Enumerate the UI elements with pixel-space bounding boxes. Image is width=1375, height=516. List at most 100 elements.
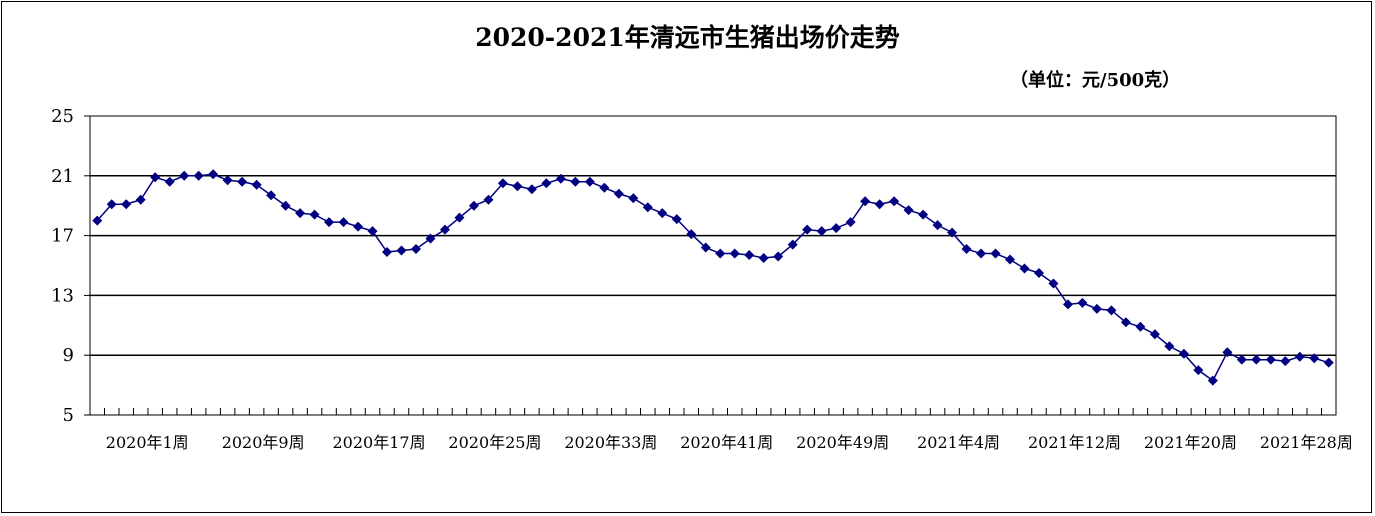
data-point: [802, 224, 813, 235]
data-point: [497, 178, 508, 189]
data-point: [947, 227, 958, 238]
data-point: [1280, 356, 1291, 367]
data-point: [425, 233, 436, 244]
x-tick-label: 2021年28周: [1260, 433, 1353, 452]
data-point: [845, 217, 856, 228]
data-point: [1048, 278, 1059, 289]
data-point: [570, 176, 581, 187]
data-point: [961, 244, 972, 255]
data-point: [686, 229, 697, 240]
chart-title: 2020-2021年清远市生猪出场价走势: [475, 23, 900, 52]
x-tick-label: 2020年25周: [448, 433, 541, 452]
data-point: [483, 194, 494, 205]
y-tick-label: 25: [51, 106, 74, 127]
data-point: [179, 170, 190, 181]
data-point: [584, 176, 595, 187]
x-tick-label: 2020年9周: [222, 433, 305, 452]
data-point: [1062, 299, 1073, 310]
data-point: [222, 175, 233, 186]
data-point: [295, 208, 306, 219]
data-point: [1149, 329, 1160, 340]
data-point: [628, 193, 639, 204]
data-point: [150, 172, 161, 183]
data-point: [237, 176, 248, 187]
data-point: [367, 226, 378, 237]
data-point: [874, 199, 885, 210]
x-tick-label: 2020年1周: [106, 433, 189, 452]
data-point: [439, 224, 450, 235]
data-point: [1091, 303, 1102, 314]
x-tick-label: 2020年17周: [333, 433, 426, 452]
data-point: [831, 223, 842, 234]
data-point: [353, 221, 364, 232]
data-point: [526, 184, 537, 195]
data-point: [541, 178, 552, 189]
data-point: [1323, 357, 1334, 368]
x-tick-label: 2021年20周: [1144, 433, 1237, 452]
data-point: [1135, 321, 1146, 332]
data-point: [816, 226, 827, 237]
data-point: [1120, 317, 1131, 328]
data-point: [1033, 267, 1044, 278]
data-point: [280, 200, 291, 211]
x-axis: 2020年1周 2020年9周 2020年17周 2020年25周 2020年33周 20…: [89, 408, 1353, 452]
data-point: [758, 253, 769, 264]
data-point: [1309, 353, 1320, 364]
data-point: [715, 248, 726, 259]
y-tick-label: 17: [51, 226, 74, 247]
y-tick-label: 13: [51, 285, 74, 306]
data-point: [1193, 365, 1204, 376]
data-point: [932, 220, 943, 231]
y-tick-label: 21: [51, 166, 74, 187]
data-point: [106, 199, 117, 210]
data-point: [1294, 351, 1305, 362]
x-tick-label: 2020年33周: [564, 433, 657, 452]
y-tick-label: 9: [63, 345, 74, 366]
data-point: [787, 239, 798, 250]
data-point: [251, 179, 262, 190]
data-point: [164, 176, 175, 187]
x-tick-label: 2021年12周: [1028, 433, 1121, 452]
data-point: [1005, 254, 1016, 265]
data-point: [903, 205, 914, 216]
y-axis: 5 9 13 17 21 25: [51, 106, 90, 426]
data-point: [468, 200, 479, 211]
data-point: [744, 250, 755, 261]
data-point: [121, 199, 132, 210]
data-point: [382, 247, 393, 258]
data-point: [1178, 348, 1189, 359]
data-point: [613, 188, 624, 199]
data-point: [1251, 354, 1262, 365]
data-point: [208, 169, 219, 180]
data-point: [657, 208, 668, 219]
data-point: [1164, 341, 1175, 352]
data-point: [555, 173, 566, 184]
data-point: [338, 217, 349, 228]
x-tick-label: 2021年4周: [917, 433, 1000, 452]
data-point: [860, 196, 871, 207]
data-point: [990, 248, 1001, 259]
series-price: [92, 169, 1334, 386]
data-point: [324, 217, 335, 228]
data-point: [1222, 347, 1233, 358]
data-point: [700, 242, 711, 253]
data-point: [396, 245, 407, 256]
data-point: [1077, 297, 1088, 308]
data-point: [410, 244, 421, 255]
data-point: [309, 209, 320, 220]
data-point: [454, 212, 465, 223]
data-point: [1106, 305, 1117, 316]
data-point: [135, 194, 146, 205]
data-point: [671, 214, 682, 225]
data-point: [976, 248, 987, 259]
data-point: [512, 181, 523, 192]
data-point: [729, 248, 740, 259]
unit-label: （单位：元/500克）: [1010, 70, 1181, 91]
data-point: [1019, 263, 1030, 274]
data-point: [193, 170, 204, 181]
data-point: [889, 196, 900, 207]
data-point: [599, 182, 610, 193]
data-point: [92, 215, 103, 226]
